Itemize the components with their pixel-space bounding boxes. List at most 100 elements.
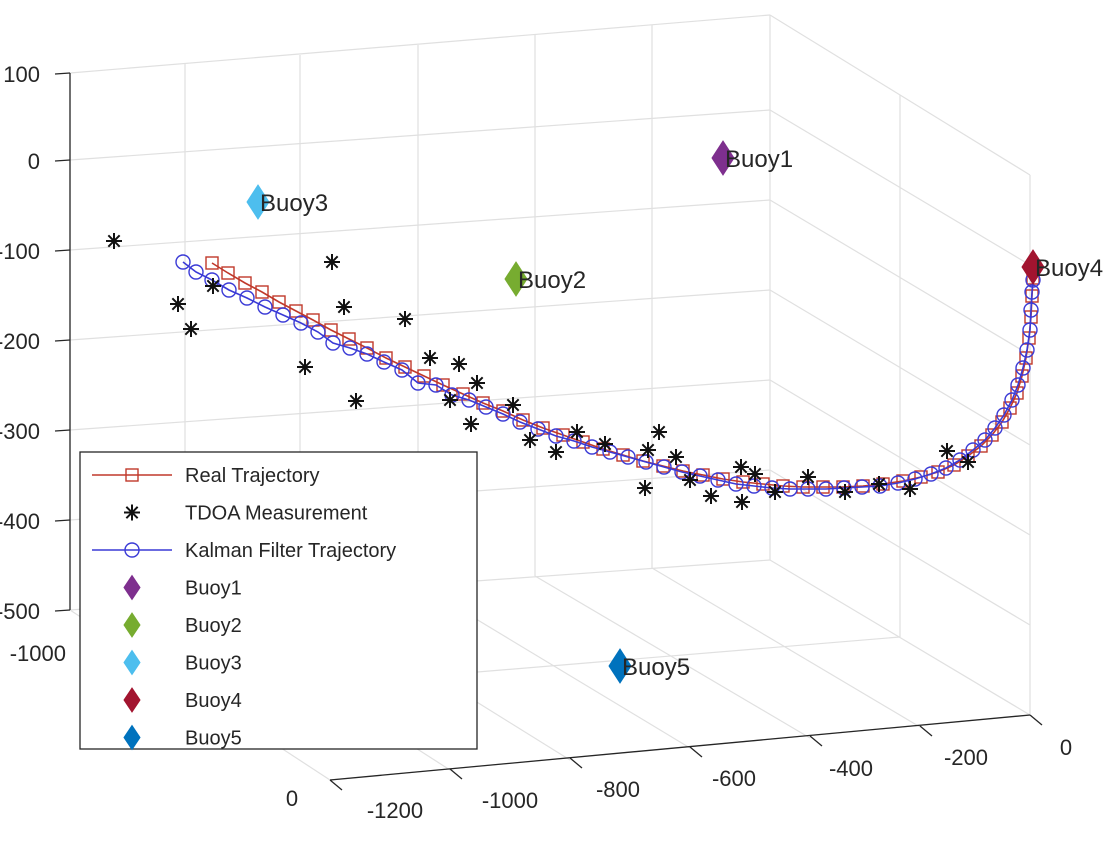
kalman-trajectory-point	[257, 299, 273, 315]
tdoa-measurement-point	[837, 484, 853, 500]
kalman-trajectory-point	[1015, 360, 1031, 376]
real-trajectory-point	[947, 458, 961, 472]
legend-item: Buoy4	[123, 687, 242, 713]
kalman-trajectory-point	[584, 439, 600, 455]
y-axis: 0 -1000	[10, 641, 298, 811]
real-trajectory-point	[816, 480, 830, 494]
real-trajectory-point	[342, 332, 356, 346]
kalman-trajectory-point	[359, 346, 375, 362]
y-tick-label: -1000	[10, 641, 66, 666]
real-trajectory-point	[221, 266, 235, 280]
x-axis: -1200 -1000 -800 -600 -400 -200 0	[329, 714, 1072, 823]
legend-star-swatch	[124, 504, 140, 521]
legend-item: Buoy1	[123, 574, 242, 601]
kalman-trajectory-point	[310, 324, 326, 340]
kalman-trajectory-point	[1024, 284, 1040, 300]
legend-item: Buoy5	[123, 724, 242, 751]
kalman-trajectory-point	[428, 377, 444, 393]
kalman-trajectory-point	[175, 254, 191, 270]
kalman-trajectory-point	[1023, 302, 1039, 318]
legend-diamond-swatch	[123, 612, 141, 638]
legend-label: Buoy4	[185, 690, 242, 712]
tdoa-measurement-point	[451, 356, 467, 372]
kalman-trajectory-point	[275, 307, 291, 323]
kalman-trajectory-point	[394, 362, 410, 378]
buoy-marker	[246, 184, 270, 220]
legend-diamond-swatch	[123, 574, 141, 601]
kalman-trajectory-point	[620, 449, 636, 465]
tdoa-measurement-point	[939, 443, 955, 459]
tdoa-measurement-point	[960, 454, 976, 470]
legend-item: Real Trajectory	[92, 465, 320, 487]
kalman-trajectory-point	[495, 406, 511, 422]
kalman-trajectory-point	[638, 454, 654, 470]
kalman-trajectory-point	[728, 476, 744, 492]
kalman-trajectory-point	[923, 466, 939, 482]
tdoa-measurement-point	[348, 393, 364, 409]
tdoa-measurement-point	[397, 311, 413, 327]
tdoa-measurement-point	[505, 397, 521, 413]
legend-box	[79, 451, 478, 750]
tdoa-measurement-point	[422, 350, 438, 366]
tdoa-measurement-point	[205, 278, 221, 294]
z-tick-label: 0	[28, 149, 40, 174]
legend-item: Buoy2	[123, 612, 242, 638]
tdoa-measurement-point	[324, 254, 340, 270]
tdoa-measurement-point	[668, 449, 684, 465]
kalman-trajectory-point	[907, 471, 923, 487]
real-trajectory-point	[205, 256, 219, 270]
z-tick-label: 100	[3, 62, 40, 87]
kalman-trajectory-point	[710, 472, 726, 488]
real-trajectory-point	[456, 387, 470, 401]
real-trajectory-point	[379, 351, 393, 365]
z-tick-label: -100	[0, 239, 40, 264]
tdoa-measurement-point	[871, 476, 887, 492]
kalman-trajectory-point	[188, 264, 204, 280]
kalman-trajectory-series	[175, 254, 1041, 497]
z-tick-label: -500	[0, 599, 40, 624]
legend-item: Buoy3	[123, 649, 242, 676]
real-trajectory-point	[272, 295, 286, 309]
kalman-trajectory-point	[656, 459, 672, 475]
x-tick-label: -200	[944, 745, 988, 770]
tdoa-measurement-point	[733, 459, 749, 475]
kalman-trajectory-point	[530, 421, 546, 437]
tdoa-measurement-point	[734, 494, 750, 510]
tdoa-measurement-point	[651, 424, 667, 440]
real-trajectory-point	[255, 285, 269, 299]
tdoa-measurement-point	[170, 296, 186, 312]
legend-label: Buoy1	[185, 578, 242, 600]
z-tick-label: -300	[0, 419, 40, 444]
legend-item: TDOA Measurement	[124, 503, 368, 525]
kalman-trajectory-point	[325, 335, 341, 351]
kalman-trajectory-point	[512, 414, 528, 430]
tdoa-measurement-point	[800, 469, 816, 485]
kalman-trajectory-point	[1004, 392, 1020, 408]
tdoa-measurement-point	[463, 416, 479, 432]
legend-square-swatch	[125, 468, 139, 482]
kalman-trajectory-point	[782, 481, 798, 497]
tdoa-measurement-point	[297, 359, 313, 375]
buoy-label: Buoy1	[725, 146, 793, 173]
kalman-trajectory-point	[854, 479, 870, 495]
legend-label: Buoy5	[185, 728, 242, 750]
tdoa-measurement-point	[569, 424, 585, 440]
kalman-trajectory-point	[478, 399, 494, 415]
kalman-trajectory-point	[987, 420, 1003, 436]
legend-circle-swatch	[124, 542, 140, 558]
x-tick-label: -800	[596, 777, 640, 802]
tdoa-measurement-point	[597, 436, 613, 452]
kalman-trajectory-point	[376, 354, 392, 370]
tdoa-measurement-point	[640, 442, 656, 458]
buoy-label: Buoy4	[1035, 255, 1103, 282]
kalman-trajectory-point	[221, 282, 237, 298]
tdoa-measurement-point	[747, 466, 763, 482]
buoy-label: Buoy5	[622, 654, 690, 681]
tdoa-measurement-point	[767, 484, 783, 500]
kalman-trajectory-point	[410, 375, 426, 391]
z-tick-label: -200	[0, 329, 40, 354]
kalman-trajectory-point	[293, 315, 309, 331]
x-tick-label: -1000	[482, 788, 538, 813]
tdoa-measurement-point	[682, 472, 698, 488]
buoy-label: Buoy3	[260, 190, 328, 217]
